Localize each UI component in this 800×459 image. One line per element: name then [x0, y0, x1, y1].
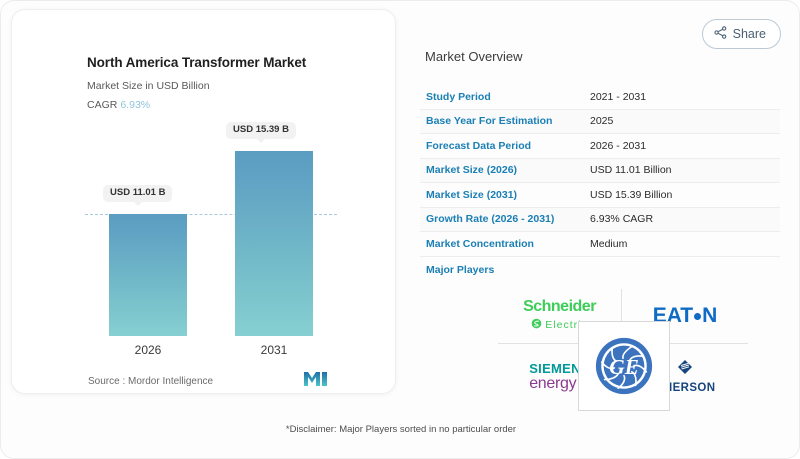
major-players-row: Major Players	[420, 257, 780, 283]
table-row: Market Concentration Medium	[420, 232, 780, 257]
eaton-dot-icon	[694, 312, 702, 320]
table-row: Market Size (2026) USD 11.01 Billion	[420, 158, 780, 183]
emerson-wordmark: EMERSON	[654, 381, 716, 394]
row-label: Base Year For Estimation	[426, 115, 553, 128]
schneider-emblem-icon	[531, 317, 542, 333]
siemens-energy-wordmark: energy	[529, 374, 577, 392]
major-players-logo-grid: Schneider Electric EAT N SIEM	[498, 289, 748, 411]
ge-monogram-icon: GE	[595, 337, 653, 395]
schneider-electric-wordmark: Electric	[545, 318, 588, 331]
market-overview-title: Market Overview	[425, 49, 523, 64]
share-button[interactable]: Share	[701, 19, 781, 49]
share-label: Share	[732, 27, 766, 41]
svg-text:GE: GE	[609, 355, 639, 379]
table-row: Market Size (2031) USD 15.39 Billion	[420, 183, 780, 208]
schneider-wordmark: Schneider	[523, 298, 596, 315]
share-icon	[714, 26, 727, 42]
row-value: USD 15.39 Billion	[590, 188, 673, 201]
bar-value-label-2031: USD 15.39 B	[226, 122, 296, 142]
row-value: 2025	[590, 115, 614, 128]
cagr-line: CAGR 6.93%	[87, 99, 150, 111]
cagr-value: 6.93%	[120, 99, 151, 111]
row-value: 2026 - 2031	[590, 139, 647, 152]
logo-general-electric: GE	[578, 321, 670, 411]
x-axis-label-2026: 2026	[134, 343, 162, 357]
reference-dashed-line	[85, 214, 337, 215]
table-row: Growth Rate (2026 - 2031) 6.93% CAGR	[420, 207, 780, 232]
bar-2031	[235, 151, 313, 336]
chart-card: North America Transformer Market Market …	[11, 9, 396, 394]
siemens-wordmark: SIEMENS	[529, 360, 590, 376]
major-players-label: Major Players	[426, 263, 495, 276]
row-label: Study Period	[426, 90, 491, 103]
disclaimer-text: *Disclaimer: Major Players sorted in no …	[285, 424, 517, 435]
logo-emerson: EMERSON	[622, 344, 748, 409]
row-label: Market Concentration	[426, 237, 534, 250]
x-axis-label-2031: 2031	[260, 343, 288, 357]
emerson-emblem-icon	[677, 359, 693, 379]
mordor-intelligence-logo	[304, 372, 328, 391]
chart-source-row: Source : Mordor Intelligence	[88, 372, 328, 391]
market-overview-table: Study Period 2021 - 2031 Base Year For E…	[420, 85, 780, 283]
row-label: Forecast Data Period	[426, 139, 532, 152]
bar-value-label-2026: USD 11.01 B	[103, 185, 173, 205]
logo-schneider-electric: Schneider Electric	[498, 289, 622, 344]
row-label: Growth Rate (2026 - 2031)	[426, 213, 555, 226]
table-row: Base Year For Estimation 2025	[420, 109, 780, 134]
table-row: Study Period 2021 - 2031	[420, 85, 780, 110]
row-label: Market Size (2026)	[426, 164, 518, 177]
table-row: Forecast Data Period 2026 - 2031	[420, 134, 780, 159]
row-label: Market Size (2031)	[426, 188, 518, 201]
row-value: USD 11.01 Billion	[590, 164, 672, 177]
row-value: Medium	[590, 237, 628, 250]
chart-subtitle: Market Size in USD Billion	[87, 80, 210, 92]
cagr-label: CAGR	[87, 99, 118, 111]
source-text: Source : Mordor Intelligence	[88, 376, 214, 387]
bar-2026	[109, 214, 187, 336]
bar-chart-plot: USD 11.01 B USD 15.39 B 2026 2031	[85, 122, 337, 357]
row-value: 6.93% CAGR	[590, 213, 654, 226]
chart-title: North America Transformer Market	[87, 55, 307, 70]
row-value: 2021 - 2031	[590, 90, 647, 103]
